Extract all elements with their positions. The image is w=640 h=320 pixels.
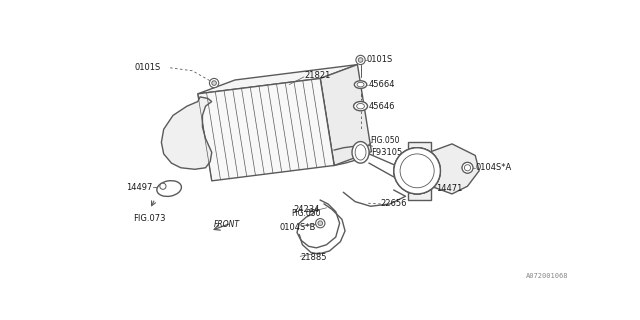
- Text: 14471: 14471: [436, 184, 463, 193]
- Polygon shape: [408, 141, 431, 200]
- Text: A072001068: A072001068: [525, 273, 568, 279]
- Circle shape: [212, 81, 216, 85]
- Text: 21821: 21821: [305, 71, 331, 80]
- Circle shape: [394, 148, 440, 194]
- Circle shape: [394, 148, 440, 194]
- Circle shape: [358, 58, 363, 62]
- Circle shape: [318, 221, 323, 226]
- Text: 45646: 45646: [368, 102, 395, 111]
- Ellipse shape: [353, 101, 367, 111]
- Circle shape: [400, 154, 434, 188]
- Circle shape: [462, 162, 473, 173]
- Text: FIG.050: FIG.050: [291, 210, 320, 219]
- Text: 24234: 24234: [293, 205, 319, 214]
- Ellipse shape: [355, 145, 366, 160]
- Circle shape: [400, 154, 434, 188]
- Circle shape: [316, 219, 325, 228]
- Text: 0104S*B: 0104S*B: [280, 222, 316, 232]
- Circle shape: [160, 183, 166, 189]
- Ellipse shape: [352, 141, 369, 163]
- Circle shape: [394, 148, 440, 194]
- Text: FIG.073: FIG.073: [132, 214, 165, 223]
- Circle shape: [465, 165, 470, 171]
- Polygon shape: [161, 97, 212, 169]
- Text: 14497: 14497: [127, 182, 153, 191]
- Polygon shape: [198, 65, 358, 94]
- Text: FIG.050: FIG.050: [371, 136, 400, 145]
- Ellipse shape: [157, 181, 181, 196]
- Circle shape: [400, 154, 434, 188]
- Text: 0101S: 0101S: [367, 55, 393, 64]
- Polygon shape: [198, 78, 334, 181]
- Ellipse shape: [356, 103, 364, 109]
- Ellipse shape: [355, 81, 367, 88]
- Circle shape: [209, 78, 219, 88]
- Text: FRONT: FRONT: [213, 220, 239, 229]
- Text: 21885: 21885: [301, 253, 328, 262]
- Text: 45664: 45664: [368, 80, 395, 89]
- Ellipse shape: [357, 82, 364, 87]
- Text: F93105: F93105: [371, 148, 402, 157]
- Text: 22656: 22656: [381, 199, 407, 208]
- Circle shape: [465, 165, 470, 171]
- Text: 0101S: 0101S: [134, 63, 161, 72]
- Text: 0104S*A: 0104S*A: [476, 163, 511, 172]
- Polygon shape: [431, 144, 479, 194]
- Polygon shape: [320, 65, 371, 165]
- Circle shape: [356, 55, 365, 65]
- Circle shape: [462, 162, 473, 173]
